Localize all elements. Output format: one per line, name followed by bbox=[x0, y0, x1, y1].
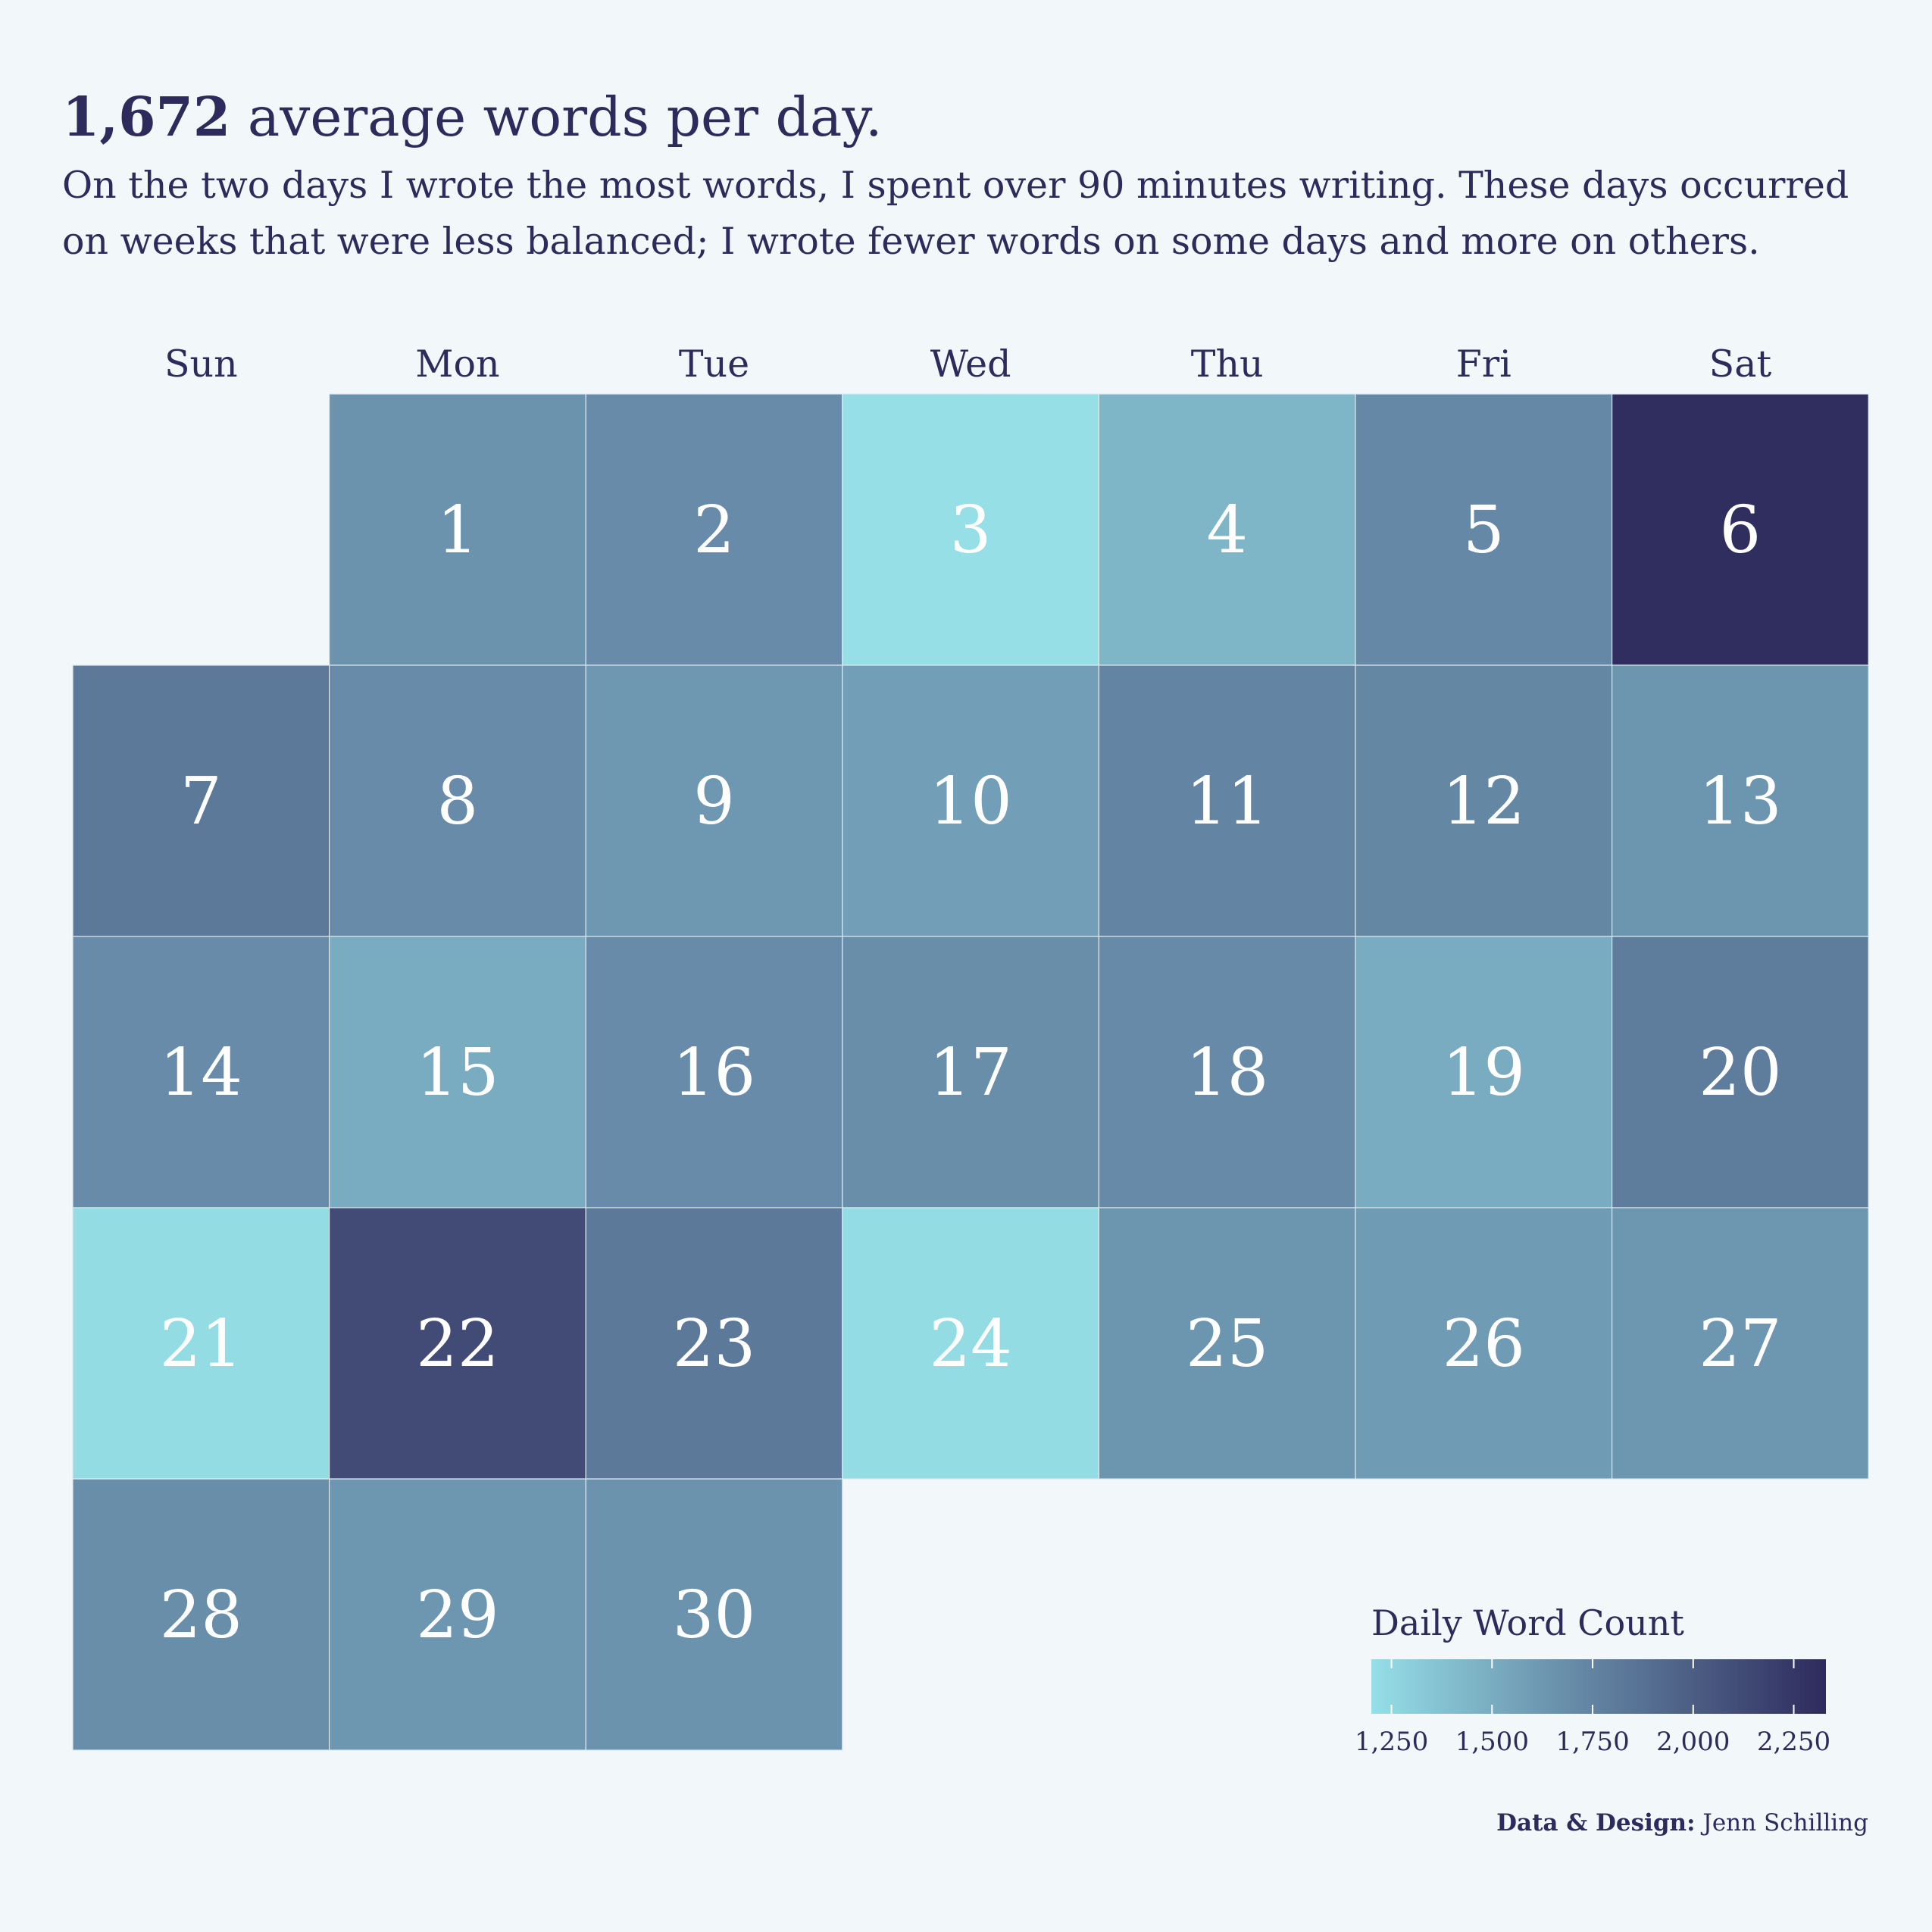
day-label-18: 18 bbox=[1186, 1035, 1268, 1111]
day-cell-8 bbox=[329, 664, 586, 937]
chart-subtitle: On the two days I wrote the most words, … bbox=[62, 164, 1849, 263]
day-cell-15 bbox=[329, 936, 586, 1208]
day-label-26: 26 bbox=[1443, 1306, 1525, 1382]
day-cell-4 bbox=[1098, 393, 1356, 666]
day-cell-10 bbox=[842, 664, 1100, 937]
day-label-30: 30 bbox=[673, 1577, 755, 1653]
day-cell-27 bbox=[1612, 1207, 1869, 1480]
legend-title: Daily Word Count bbox=[1371, 1602, 1684, 1643]
day-cell-16 bbox=[585, 936, 843, 1208]
day-label-25: 25 bbox=[1186, 1306, 1268, 1382]
day-label-7: 7 bbox=[180, 764, 222, 839]
day-label-2: 2 bbox=[693, 492, 735, 568]
day-cell-26 bbox=[1355, 1207, 1613, 1480]
day-label-11: 11 bbox=[1186, 764, 1268, 839]
day-label-19: 19 bbox=[1443, 1035, 1525, 1111]
day-label-21: 21 bbox=[160, 1306, 242, 1382]
day-label-23: 23 bbox=[673, 1306, 755, 1382]
weekday-label-sat: Sat bbox=[1709, 342, 1772, 386]
day-cell-18 bbox=[1098, 936, 1356, 1208]
caption: Data & Design: Jenn Schilling bbox=[1496, 1809, 1868, 1837]
day-label-1: 1 bbox=[437, 492, 479, 568]
day-label-9: 9 bbox=[693, 764, 735, 839]
day-label-14: 14 bbox=[160, 1035, 242, 1111]
day-label-12: 12 bbox=[1443, 764, 1525, 839]
day-label-8: 8 bbox=[437, 764, 479, 839]
day-label-27: 27 bbox=[1699, 1306, 1781, 1382]
average-words-value: 1,672 bbox=[62, 85, 231, 148]
day-label-3: 3 bbox=[950, 492, 992, 568]
chart-title: 1,672 average words per day. bbox=[62, 85, 883, 149]
day-cell-21 bbox=[72, 1207, 330, 1480]
day-cell-23 bbox=[585, 1207, 843, 1480]
legend-tick-label-2250: 2,250 bbox=[1757, 1727, 1830, 1757]
day-label-6: 6 bbox=[1720, 492, 1762, 568]
day-cell-24 bbox=[842, 1207, 1100, 1480]
day-cell-22 bbox=[329, 1207, 586, 1480]
weekday-label-fri: Fri bbox=[1456, 342, 1512, 386]
day-label-28: 28 bbox=[160, 1577, 242, 1653]
day-label-13: 13 bbox=[1699, 764, 1781, 839]
day-label-10: 10 bbox=[929, 764, 1011, 839]
day-cell-13 bbox=[1612, 664, 1869, 937]
legend-tick-label-1750: 1,750 bbox=[1555, 1727, 1629, 1757]
day-label-15: 15 bbox=[416, 1035, 499, 1111]
weekday-label-tue: Tue bbox=[679, 342, 749, 386]
day-cell-7 bbox=[72, 664, 330, 937]
day-cell-5 bbox=[1355, 393, 1613, 666]
day-cell-2 bbox=[585, 393, 843, 666]
legend-colorbar bbox=[1371, 1659, 1826, 1714]
day-cell-19 bbox=[1355, 936, 1613, 1208]
day-cell-12 bbox=[1355, 664, 1613, 937]
day-cell-17 bbox=[842, 936, 1100, 1208]
day-cell-11 bbox=[1098, 664, 1356, 937]
weekday-label-sun: Sun bbox=[164, 342, 238, 386]
weekday-label-thu: Thu bbox=[1191, 342, 1264, 386]
day-cell-9 bbox=[585, 664, 843, 937]
legend-tick-label-1500: 1,500 bbox=[1455, 1727, 1529, 1757]
day-label-22: 22 bbox=[416, 1306, 499, 1382]
day-label-24: 24 bbox=[929, 1306, 1011, 1382]
day-label-4: 4 bbox=[1206, 492, 1248, 568]
caption-label: Data & Design: bbox=[1496, 1809, 1696, 1837]
day-label-29: 29 bbox=[416, 1577, 499, 1653]
legend-tick-label-1250: 1,250 bbox=[1355, 1727, 1428, 1757]
day-label-20: 20 bbox=[1699, 1035, 1781, 1111]
day-cell-20 bbox=[1612, 936, 1869, 1208]
day-cell-30 bbox=[585, 1478, 843, 1751]
day-label-5: 5 bbox=[1463, 492, 1505, 568]
day-cell-29 bbox=[329, 1478, 586, 1751]
day-label-16: 16 bbox=[673, 1035, 755, 1111]
caption-author: Jenn Schilling bbox=[1702, 1809, 1868, 1837]
weekday-label-wed: Wed bbox=[930, 342, 1011, 386]
day-cell-1 bbox=[329, 393, 586, 666]
legend-tick-label-2000: 2,000 bbox=[1656, 1727, 1730, 1757]
day-cell-14 bbox=[72, 936, 330, 1208]
title-text: average words per day. bbox=[230, 86, 883, 148]
day-cell-3 bbox=[842, 393, 1100, 666]
weekday-label-mon: Mon bbox=[415, 342, 499, 386]
day-label-17: 17 bbox=[929, 1035, 1011, 1111]
